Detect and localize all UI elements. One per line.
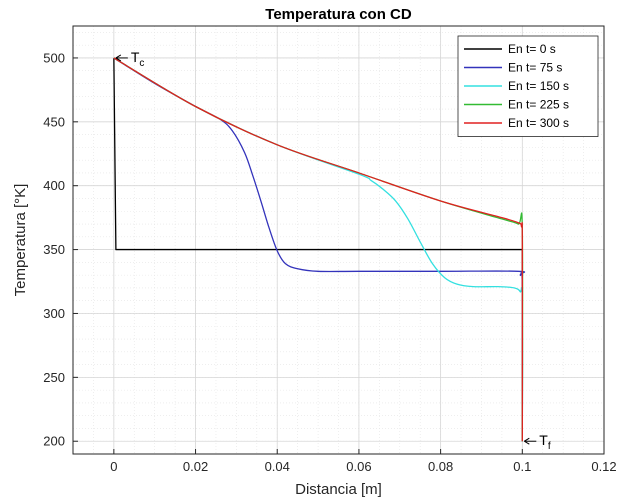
x-tick-label: 0 — [110, 459, 117, 474]
series-line-4 — [113, 57, 524, 442]
plot-frame — [72, 25, 605, 455]
y-tick-label: 300 — [43, 306, 65, 321]
x-tick-label: 0.08 — [428, 459, 453, 474]
legend-entry-label: En t= 300 s — [508, 116, 569, 130]
annotation-subscript: f — [548, 441, 551, 452]
y-axis-label: Temperatura [°K] — [12, 184, 29, 297]
annotation-arrow-head — [524, 437, 530, 445]
x-tick-label: 0.12 — [591, 459, 616, 474]
y-tick-label: 250 — [43, 370, 65, 385]
x-tick-label: 0.04 — [265, 459, 290, 474]
legend-entry-label: En t= 0 s — [508, 42, 556, 56]
y-tick-label: 500 — [43, 50, 65, 65]
legend-entry-label: En t= 225 s — [508, 98, 569, 112]
x-tick-label: 0.02 — [183, 459, 208, 474]
x-axis-label: Distancia [m] — [295, 481, 382, 498]
annotation-subscript: c — [139, 58, 144, 69]
x-tick-label: 0.1 — [513, 459, 531, 474]
annotation-arrow-head — [115, 54, 122, 62]
annotation-label: Tf — [539, 432, 551, 452]
legend-entry-label: En t= 75 s — [508, 61, 562, 75]
legend: En t= 0 s En t= 75 s En t= 150 s En t= 225 … — [457, 35, 599, 137]
y-tick-label: 450 — [43, 114, 65, 129]
axis-ticks: 0 0.02 0.04 0.06 0.08 0.1 0.12 200 250 300 350 400 4… — [43, 50, 616, 474]
y-tick-label: 350 — [43, 242, 65, 257]
series-layer — [113, 57, 526, 442]
chart-title: Temperatura con CD — [265, 6, 412, 23]
legend-entry-label: En t= 150 s — [508, 79, 569, 93]
x-tick-label: 0.06 — [346, 459, 371, 474]
y-tick-label: 200 — [43, 434, 65, 449]
y-tick-label: 400 — [43, 178, 65, 193]
